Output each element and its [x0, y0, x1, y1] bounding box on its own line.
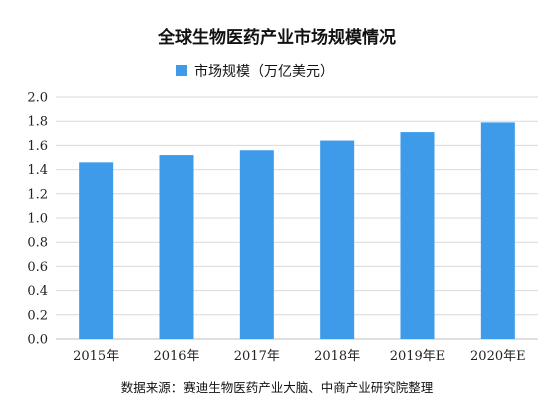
y-tick-label: 0.0 [27, 333, 48, 348]
legend: 市场规模（万亿美元） [176, 63, 334, 80]
x-axis-ticks: 2015年 2016年 2017年 2018年 2019年E 2020年E [73, 349, 526, 364]
y-tick-label: 1.6 [27, 139, 48, 154]
bar-5 [480, 122, 515, 339]
y-tick-label: 1.0 [27, 212, 48, 227]
bar-2 [239, 150, 274, 339]
legend-swatch [176, 65, 187, 76]
bars [79, 122, 515, 339]
y-tick-label: 0.8 [27, 236, 48, 251]
source-note: 数据来源：赛迪生物医药产业大脑、中商产业研究院整理 [121, 380, 434, 395]
bar-1 [159, 155, 194, 339]
y-axis-ticks: 0.0 0.2 0.4 0.6 0.8 1.0 1.2 1.4 1.6 1.8 2.0 [27, 91, 48, 348]
y-tick-label: 0.6 [27, 260, 48, 275]
y-tick-label: 0.4 [27, 284, 48, 299]
bar-4 [400, 132, 435, 339]
bar-3 [320, 140, 355, 339]
x-tick-label: 2019年E [390, 349, 446, 364]
y-tick-label: 1.4 [27, 163, 48, 178]
gridlines [56, 96, 538, 340]
x-tick-label: 2018年 [314, 349, 360, 364]
x-tick-label: 2017年 [234, 349, 280, 364]
x-tick-label: 2015年 [73, 349, 119, 364]
y-tick-label: 0.2 [27, 308, 48, 323]
x-tick-label: 2016年 [153, 349, 199, 364]
x-tick-label: 2020年E [470, 349, 526, 364]
y-tick-label: 1.8 [27, 115, 48, 130]
chart-title: 全球生物医药产业市场规模情况 [157, 27, 396, 48]
y-tick-label: 1.2 [27, 187, 48, 202]
bar-0 [79, 162, 114, 339]
legend-label: 市场规模（万亿美元） [194, 63, 334, 80]
y-tick-label: 2.0 [27, 91, 48, 106]
